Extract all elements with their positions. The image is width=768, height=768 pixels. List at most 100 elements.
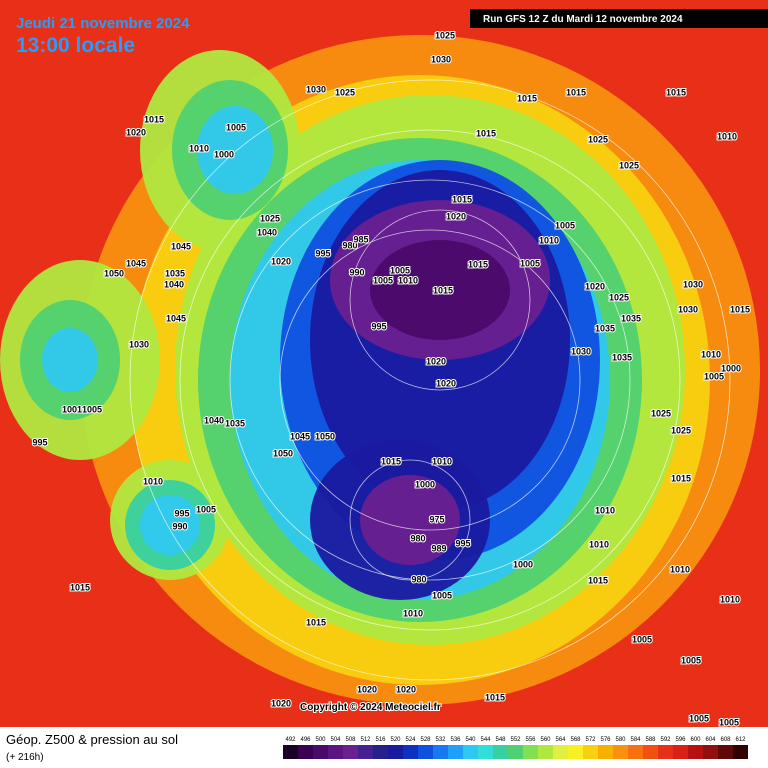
pressure-label: 1020: [357, 684, 377, 694]
legend-label: 572: [585, 737, 596, 743]
pressure-label: 1015: [476, 128, 496, 138]
pressure-label: 1005: [432, 590, 452, 600]
pressure-label: 1005: [373, 275, 393, 285]
pressure-label: 1020: [585, 281, 605, 291]
pressure-label: 1040: [204, 415, 224, 425]
pressure-label: 1000: [214, 149, 234, 159]
pressure-label: 1000: [415, 479, 435, 489]
pressure-label: 1020: [126, 127, 146, 137]
pressure-label: 1030: [306, 84, 326, 94]
legend-swatch: [298, 745, 313, 759]
legend-label: 604: [705, 737, 716, 743]
pressure-label: 1025: [588, 134, 608, 144]
legend-swatch: [553, 745, 568, 759]
pressure-label: 995: [455, 538, 470, 548]
pressure-label: 1045: [166, 313, 186, 323]
height-field: [140, 495, 200, 555]
height-field: [197, 106, 273, 194]
legend-swatch: [448, 745, 463, 759]
pressure-label: 1010: [432, 456, 452, 466]
legend-swatch: [733, 745, 748, 759]
pressure-label: 1020: [271, 256, 291, 266]
pressure-label: 1001: [62, 404, 82, 414]
pressure-label: 1015: [485, 692, 505, 702]
forecast-date: Jeudi 21 novembre 2024: [16, 15, 190, 32]
pressure-label: 1035: [165, 268, 185, 278]
legend-swatch: [598, 745, 613, 759]
pressure-label: 1015: [468, 259, 488, 269]
legend-swatch: [688, 745, 703, 759]
pressure-label: 975: [429, 514, 444, 524]
pressure-label: 1020: [396, 684, 416, 694]
pressure-label: 1020: [436, 378, 456, 388]
footer-title: Géop. Z500 & pression au sol: [6, 732, 178, 747]
legend-label: 552: [510, 737, 521, 743]
pressure-label: 1010: [701, 349, 721, 359]
legend-label: 568: [570, 737, 581, 743]
pressure-label: 989: [431, 543, 446, 553]
legend-label: 524: [405, 737, 416, 743]
legend-label: 544: [480, 737, 491, 743]
legend-swatch: [418, 745, 433, 759]
pressure-label: 1045: [171, 241, 191, 251]
pressure-label: 1010: [539, 235, 559, 245]
pressure-label: 1025: [260, 213, 280, 223]
pressure-label: 995: [32, 437, 47, 447]
legend-swatch: [508, 745, 523, 759]
legend-label: 528: [420, 737, 431, 743]
pressure-label: 1030: [678, 304, 698, 314]
legend-label: 580: [615, 737, 626, 743]
legend-label: 500: [315, 737, 326, 743]
legend-label: 592: [660, 737, 671, 743]
legend-swatch: [538, 745, 553, 759]
run-info: Run GFS 12 Z du Mardi 12 novembre 2024: [483, 14, 683, 25]
pressure-label: 1010: [595, 505, 615, 515]
legend-swatch: [463, 745, 478, 759]
pressure-label: 1020: [271, 698, 291, 708]
legend-swatch: [283, 745, 298, 759]
pressure-label: 1010: [720, 594, 740, 604]
legend-label: 516: [375, 737, 386, 743]
legend-label: 536: [450, 737, 461, 743]
isobar: [349, 459, 471, 581]
legend-swatch: [328, 745, 343, 759]
pressure-label: 1035: [612, 352, 632, 362]
legend-swatch: [373, 745, 388, 759]
pressure-label: 995: [371, 321, 386, 331]
legend-label: 512: [360, 737, 371, 743]
legend-label: 576: [600, 737, 611, 743]
pressure-label: 1050: [104, 268, 124, 278]
pressure-label: 1015: [517, 93, 537, 103]
legend-swatch: [613, 745, 628, 759]
pressure-label: 1015: [381, 456, 401, 466]
isobar: [179, 129, 681, 631]
legend-label: 492: [285, 737, 296, 743]
pressure-label: 1005: [719, 717, 739, 727]
color-legend: 492 496 500 504 508 512 516 520 524 528 532 536 540 5…: [283, 737, 748, 759]
legend-label: 564: [555, 737, 566, 743]
pressure-label: 1025: [671, 425, 691, 435]
pressure-label: 1025: [619, 160, 639, 170]
legend-label: 556: [525, 737, 536, 743]
isobar: [349, 209, 531, 391]
pressure-label: 1005: [390, 265, 410, 275]
pressure-label: 1030: [571, 346, 591, 356]
legend-swatch: [433, 745, 448, 759]
legend-label: 600: [690, 737, 701, 743]
footer-lead: (+ 216h): [6, 752, 44, 763]
pressure-label: 1045: [290, 431, 310, 441]
legend-swatch: [403, 745, 418, 759]
legend-swatch: [388, 745, 403, 759]
pressure-label: 1000: [513, 559, 533, 569]
pressure-label: 1015: [144, 114, 164, 124]
pressure-label: 1025: [609, 292, 629, 302]
pressure-label: 1015: [433, 285, 453, 295]
pressure-label: 1000: [721, 363, 741, 373]
pressure-label: 1015: [666, 87, 686, 97]
pressure-label: 980: [410, 533, 425, 543]
forecast-time: 13:00 locale: [16, 34, 135, 57]
pressure-label: 1050: [315, 431, 335, 441]
legend-swatch: [583, 745, 598, 759]
legend-label: 508: [345, 737, 356, 743]
